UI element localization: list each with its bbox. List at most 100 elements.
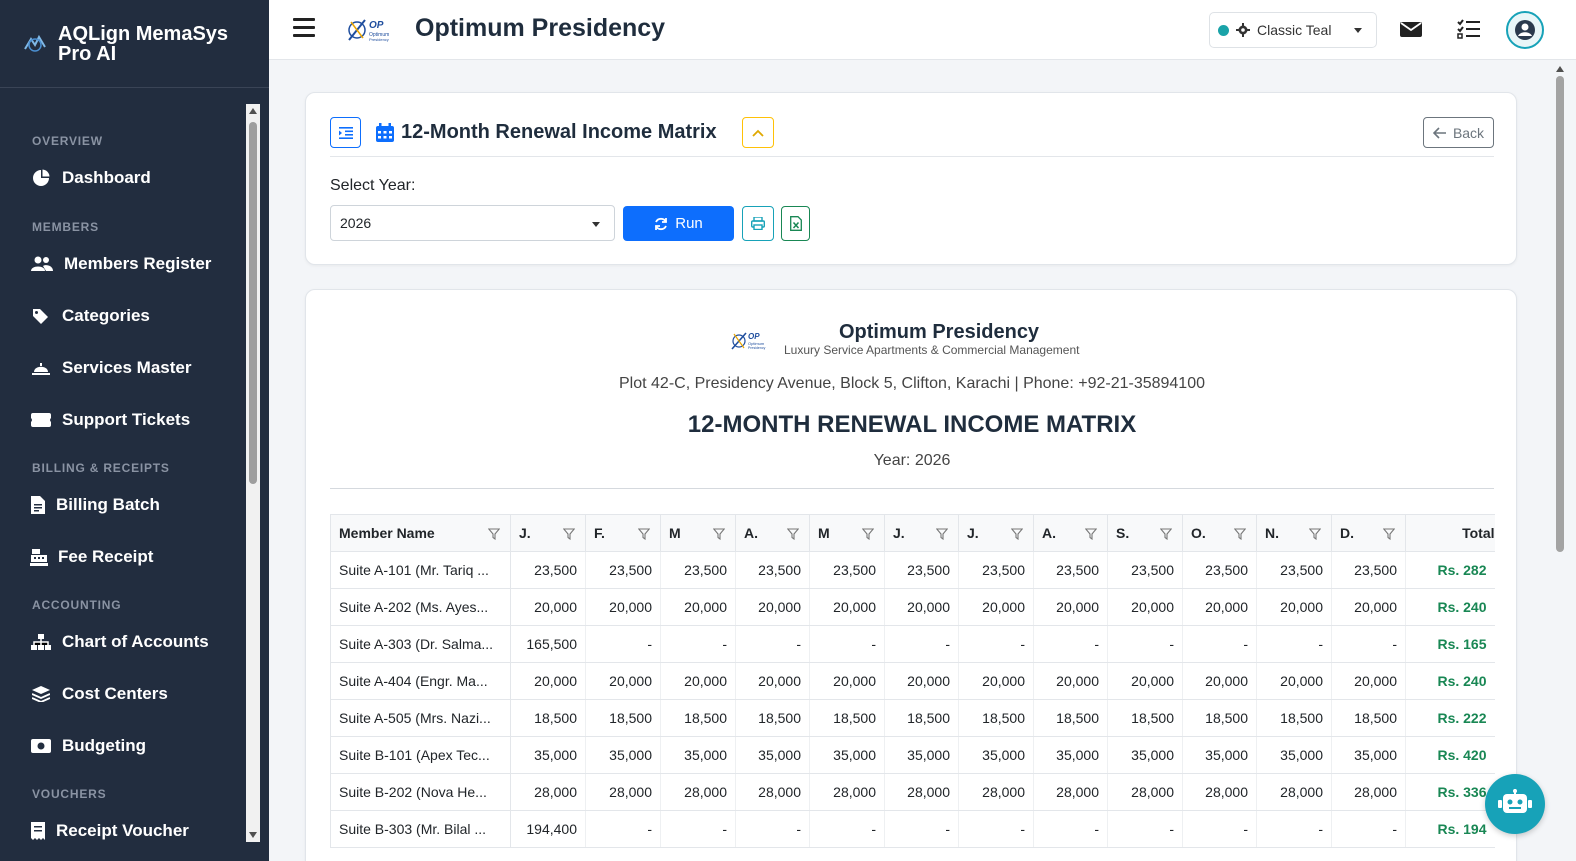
month-amount-cell: 35,000 [1107, 736, 1183, 774]
month-amount-cell: - [735, 625, 810, 663]
month-amount-cell: - [1107, 810, 1183, 848]
column-header-month[interactable]: J. [884, 514, 959, 552]
month-amount-cell: 28,000 [1331, 773, 1406, 811]
collapse-button[interactable] [742, 117, 774, 148]
sidebar-item-dashboard[interactable]: Dashboard [30, 166, 151, 190]
sidebar-item-services-master[interactable]: Services Master [30, 356, 191, 380]
theme-selector[interactable]: Classic Teal [1209, 12, 1377, 48]
users-icon [30, 255, 54, 273]
month-amount-cell: - [1256, 810, 1332, 848]
month-amount-cell: - [1331, 625, 1406, 663]
task-list-icon[interactable] [1457, 18, 1481, 40]
filter-icon[interactable] [787, 528, 799, 540]
month-amount-cell: - [958, 810, 1034, 848]
filter-icon[interactable] [862, 528, 874, 540]
sidebar-item-categories[interactable]: Categories [30, 304, 150, 328]
brand[interactable]: AQLign MemaSys Pro AI [0, 0, 269, 88]
column-header-total[interactable]: Total [1405, 514, 1495, 552]
run-button[interactable]: Run [623, 206, 734, 241]
scroll-up-arrow-icon[interactable] [1556, 66, 1564, 72]
filter-icon[interactable] [713, 528, 725, 540]
filter-icon[interactable] [1085, 528, 1097, 540]
table-row[interactable]: Suite B-303 (Mr. Bilal ... 194,400- - - - - - -… [330, 810, 1495, 848]
filter-icon[interactable] [563, 528, 575, 540]
month-amount-cell: 35,000 [958, 736, 1034, 774]
sidebar-item-label: Categories [62, 306, 150, 325]
month-amount-cell: 35,000 [809, 736, 885, 774]
sidebar-item-label: Support Tickets [62, 410, 191, 429]
sidebar-item-members-register[interactable]: Members Register [30, 252, 211, 276]
column-header-month[interactable]: M [660, 514, 736, 552]
sidebar-item-budgeting[interactable]: Budgeting [30, 734, 146, 758]
table-row[interactable]: Suite A-404 (Engr. Ma... 20,000 20,000 20,0… [330, 662, 1495, 700]
refresh-icon [655, 217, 668, 230]
year-select[interactable]: 2026 [330, 205, 615, 241]
sidebar-scroll-thumb[interactable] [249, 122, 257, 484]
table-row[interactable]: Suite B-202 (Nova He... 28,000 28,000 28,00… [330, 773, 1495, 811]
scroll-up-arrow-icon[interactable] [249, 108, 257, 114]
column-header-month[interactable]: F. [585, 514, 661, 552]
sidebar-item-billing-batch[interactable]: Billing Batch [30, 493, 160, 517]
column-header-label: D. [1340, 525, 1354, 541]
column-header-member-name[interactable]: Member Name [330, 514, 511, 552]
column-header-month[interactable]: O. [1182, 514, 1257, 552]
month-amount-cell: 18,500 [884, 699, 959, 737]
column-header-month[interactable]: D. [1331, 514, 1406, 552]
sidebar-item-fee-receipt[interactable]: Fee Receipt [30, 545, 153, 569]
filter-icon[interactable] [488, 528, 500, 540]
month-amount-cell: 20,000 [1033, 588, 1108, 626]
month-amount-cell: 20,000 [809, 662, 885, 700]
filter-icon[interactable] [1160, 528, 1172, 540]
user-avatar[interactable] [1506, 11, 1544, 49]
theme-color-dot [1218, 24, 1229, 36]
sidebar-scrollbar[interactable] [246, 104, 260, 842]
company-logo-icon: OP Optimum Presidency [348, 19, 389, 42]
back-button[interactable]: Back [1423, 117, 1494, 148]
money-bill-icon [30, 737, 52, 755]
month-amount-cell: 23,500 [585, 551, 661, 589]
page-scrollbar[interactable] [1553, 60, 1567, 861]
page-scroll-thumb[interactable] [1556, 76, 1564, 552]
table-row[interactable]: Suite A-505 (Mrs. Nazi... 18,500 18,500 18,… [330, 699, 1495, 737]
filter-icon[interactable] [936, 528, 948, 540]
column-header-month[interactable]: A. [735, 514, 810, 552]
sidebar-item-cost-centers[interactable]: Cost Centers [30, 682, 168, 706]
month-amount-cell: - [585, 810, 661, 848]
nav-section-overview: OVERVIEW [32, 134, 103, 148]
sidebar-item-receipt-voucher[interactable]: Receipt Voucher [30, 819, 189, 843]
column-header-month[interactable]: N. [1256, 514, 1332, 552]
month-amount-cell: 23,500 [1182, 551, 1257, 589]
envelope-icon[interactable] [1399, 18, 1423, 40]
total-cell: Rs. 222 [1405, 699, 1495, 737]
month-amount-cell: 23,500 [660, 551, 736, 589]
total-cell: Rs. 420 [1405, 736, 1495, 774]
filter-icon[interactable] [1011, 528, 1023, 540]
column-header-month[interactable]: J. [510, 514, 586, 552]
sidebar-item-label: Chart of Accounts [62, 632, 209, 651]
scroll-down-arrow-icon[interactable] [249, 832, 257, 838]
column-header-month[interactable]: A. [1033, 514, 1108, 552]
month-amount-cell: - [735, 810, 810, 848]
menu-toggle-icon[interactable] [293, 18, 315, 38]
toggle-panel-button[interactable] [330, 117, 361, 148]
export-excel-button[interactable] [781, 206, 810, 241]
month-amount-cell: 20,000 [585, 588, 661, 626]
table-row[interactable]: Suite A-303 (Dr. Salma... 165,500- - - - - - - -… [330, 625, 1495, 663]
column-header-month[interactable]: M [809, 514, 885, 552]
divider [330, 156, 1494, 157]
table-row[interactable]: Suite A-202 (Ms. Ayes... 20,000 20,000 20,0… [330, 588, 1495, 626]
filter-icon[interactable] [638, 528, 650, 540]
filter-icon[interactable] [1383, 528, 1395, 540]
report-title: 12-MONTH RENEWAL INCOME MATRIX [687, 411, 1137, 438]
table-row[interactable]: Suite A-101 (Mr. Tariq ... 23,500 23,500 23… [330, 551, 1495, 589]
chatbot-button[interactable] [1485, 774, 1545, 834]
table-row[interactable]: Suite B-101 (Apex Tec... 35,000 35,000 35,0… [330, 736, 1495, 774]
column-header-month[interactable]: S. [1107, 514, 1183, 552]
sidebar-item-support-tickets[interactable]: Support Tickets [30, 408, 190, 432]
print-button[interactable] [742, 206, 774, 241]
filter-icon[interactable] [1309, 528, 1321, 540]
column-header-month[interactable]: J. [958, 514, 1034, 552]
sidebar-item-label: Services Master [62, 358, 192, 377]
filter-icon[interactable] [1234, 528, 1246, 540]
sidebar-item-chart-of-accounts[interactable]: Chart of Accounts [30, 630, 209, 654]
